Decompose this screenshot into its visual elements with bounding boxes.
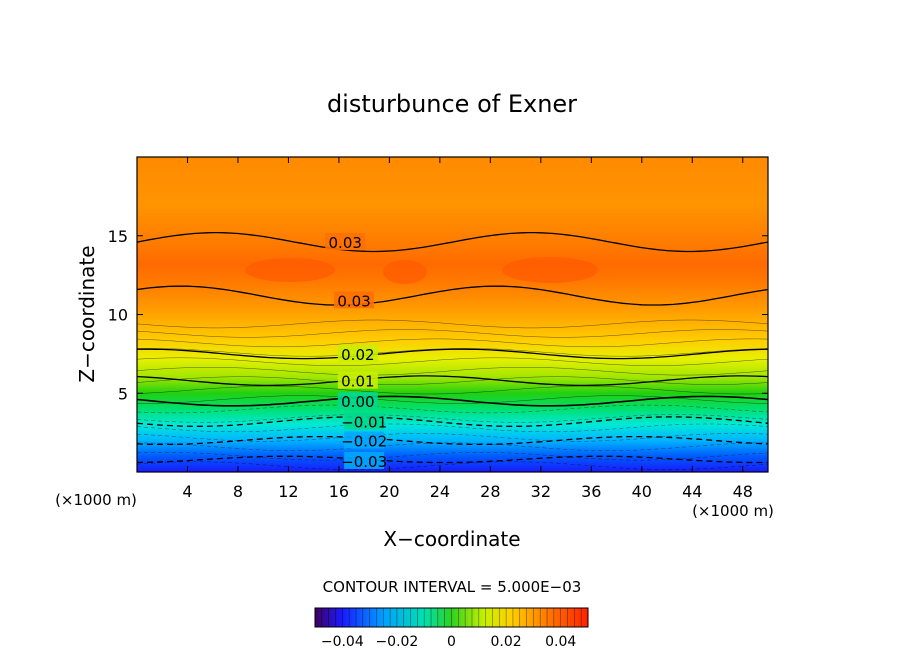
y-tick-label: 15 — [108, 227, 128, 246]
minor-contour-line — [137, 452, 768, 461]
contour-label-bg — [337, 344, 378, 362]
plot-area: 0.03 0.03 0.02 0.01 0.00 −0.01−0.02 −0.03 — [137, 157, 768, 472]
x-tick-label: 16 — [329, 482, 349, 501]
contour-line — [137, 348, 768, 360]
x-tick-label: 40 — [632, 482, 652, 501]
y-tick-label: 10 — [108, 306, 128, 325]
minor-contour-line — [137, 404, 768, 414]
minor-contour-line — [137, 357, 768, 366]
colorbar-tick-label: −0.04 — [321, 634, 364, 650]
x-tick-label: 32 — [531, 482, 551, 501]
x-unit-left: (×1000 m) — [55, 491, 137, 509]
contour-lines: 0.03 0.03 0.02 0.01 0.00 −0.01−0.02 −0.03 — [137, 231, 768, 471]
x-axis-label: X−coordinate — [383, 527, 520, 551]
y-tick-label: 5 — [118, 384, 128, 403]
x-tick-label: 20 — [379, 482, 399, 501]
minor-contour-line — [137, 385, 768, 395]
minor-contour-line — [137, 329, 768, 338]
colorbar-ticks: −0.04 −0.02 0 0.02 0.04 — [321, 634, 577, 650]
contour-label: 0.03 — [337, 292, 370, 310]
minor-contour-line — [137, 423, 768, 433]
y-axis-label: Z−coordinate — [75, 245, 99, 382]
colorbar-tick-label: 0.04 — [545, 634, 576, 650]
minor-contour-line — [137, 367, 768, 376]
colorbar: −0.04 −0.02 0 0.02 0.04 — [314, 607, 589, 650]
contour-label-bg — [344, 431, 385, 449]
max-region-2 — [383, 260, 427, 284]
max-region-3 — [502, 257, 598, 283]
contour-label-bg — [344, 451, 385, 469]
x-tick-label: 28 — [480, 482, 500, 501]
contour-label-bg — [325, 233, 366, 251]
minor-contour-line — [137, 461, 768, 470]
contour-label-bg — [337, 392, 378, 410]
colorbar-stripes — [321, 608, 582, 627]
minor-contour-line — [137, 376, 768, 385]
minor-contour-line — [137, 348, 768, 357]
minor-contour-line — [137, 319, 768, 329]
contour-line — [137, 231, 768, 253]
contour-label-bg — [334, 291, 375, 309]
colorbar-tick-label: −0.02 — [375, 634, 418, 650]
x-tick-label: 48 — [733, 482, 753, 501]
contour-line — [137, 416, 768, 427]
contour-line — [137, 375, 768, 387]
contour-line — [137, 455, 768, 464]
contour-label-bg — [344, 412, 385, 430]
contour-label: −0.03 — [341, 453, 387, 471]
x-tick-label: 36 — [581, 482, 601, 501]
contour-label: 0.03 — [329, 234, 362, 252]
x-unit-right: (×1000 m) — [692, 502, 774, 520]
colorbar-tick-label: 0.02 — [491, 634, 522, 650]
contour-label: −0.01 — [341, 414, 387, 432]
colorbar-tick-label: 0 — [447, 634, 456, 650]
minor-contour-line — [137, 433, 768, 442]
minor-contour-line — [137, 442, 768, 451]
minor-contour-line — [137, 414, 768, 423]
x-tick-label: 24 — [430, 482, 450, 501]
contour-label: 0.00 — [341, 393, 374, 411]
contour-line — [137, 435, 768, 446]
contour-interval-text: CONTOUR INTERVAL = 5.000E−03 — [323, 578, 582, 596]
x-tick-label: 12 — [278, 482, 298, 501]
x-tick-label: 4 — [182, 482, 192, 501]
chart-title: disturbunce of Exner — [327, 90, 577, 118]
contour-label: −0.02 — [341, 433, 387, 451]
minor-contour-line — [137, 395, 768, 404]
minor-contour-line — [137, 338, 768, 348]
max-region-1 — [245, 258, 335, 282]
contour-label: 0.02 — [341, 346, 374, 364]
x-tick-label: 44 — [682, 482, 702, 501]
contour-label-bg — [337, 371, 378, 389]
x-tick-label: 8 — [233, 482, 243, 501]
contour-line — [137, 395, 768, 407]
contour-label: 0.01 — [341, 373, 374, 391]
contour-line — [137, 285, 768, 306]
